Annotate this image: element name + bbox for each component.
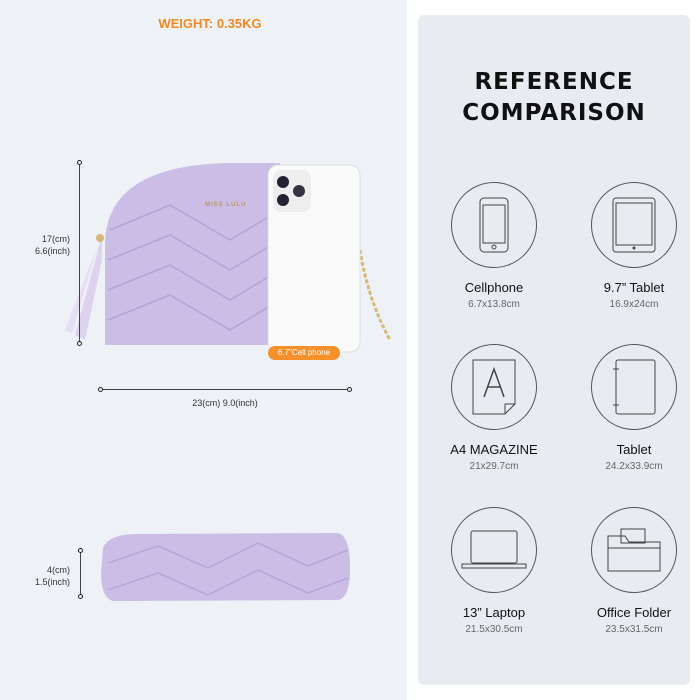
panel-title: REFERENCE COMPARISON bbox=[418, 67, 690, 129]
measure-dot bbox=[77, 160, 82, 165]
width-label: 23(cm) 9.0(inch) bbox=[192, 398, 258, 408]
magazine-icon bbox=[451, 344, 537, 430]
laptop-icon bbox=[451, 507, 537, 593]
product-dimensions-area: WEIGHT: 0.35KG MISS LULU 6.7"Cell phone … bbox=[0, 0, 407, 700]
item-size: 21.5x30.5cm bbox=[465, 624, 523, 635]
item-label: Office Folder bbox=[596, 605, 672, 620]
depth-label: 4(cm) 1.5(inch) bbox=[10, 564, 70, 588]
measure-dot bbox=[77, 341, 82, 346]
reference-item: Office Folder 23.5x31.5cm bbox=[566, 507, 700, 635]
item-label: Tablet bbox=[616, 442, 652, 457]
brand-logo: MISS LULU bbox=[205, 202, 247, 208]
folder-icon bbox=[591, 507, 677, 593]
item-size: 23.5x31.5cm bbox=[605, 624, 663, 635]
height-measure-line bbox=[79, 163, 80, 343]
item-label: 9.7” Tablet bbox=[603, 280, 665, 295]
reference-item: 9.7” Tablet 16.9x24cm bbox=[566, 182, 700, 310]
width-measure-line bbox=[101, 389, 350, 390]
bag-side-image bbox=[101, 533, 350, 601]
measure-dot bbox=[347, 387, 352, 392]
item-label: A4 MAGAZINE bbox=[450, 442, 538, 457]
phone-tag: 6.7"Cell phone bbox=[268, 346, 340, 360]
item-label: 13” Laptop bbox=[462, 605, 526, 620]
height-inch: 6.6(inch) bbox=[34, 246, 70, 256]
reference-comparison-panel: REFERENCE COMPARISON Cellphone 6.7x13.8cm… bbox=[418, 15, 690, 685]
title-line-1: REFERENCE bbox=[474, 69, 634, 95]
cellphone-icon bbox=[451, 182, 537, 268]
reference-item: Tablet 24.2x33.9cm bbox=[566, 344, 700, 472]
height-cm: 17(cm) bbox=[41, 234, 70, 244]
height-label: 17(cm) 6.6(inch) bbox=[10, 233, 70, 257]
notepad-icon bbox=[591, 344, 677, 430]
measure-dot bbox=[98, 387, 103, 392]
measure-dot bbox=[78, 594, 83, 599]
title-line-2: COMPARISON bbox=[462, 100, 646, 126]
item-size: 16.9x24cm bbox=[609, 299, 659, 310]
reference-item: 13” Laptop 21.5x30.5cm bbox=[426, 507, 562, 635]
bag-front-image bbox=[65, 163, 392, 353]
reference-item: Cellphone 6.7x13.8cm bbox=[426, 182, 562, 310]
item-size: 6.7x13.8cm bbox=[468, 299, 520, 310]
item-size: 21x29.7cm bbox=[469, 461, 519, 472]
weight-label: WEIGHT: 0.35KG bbox=[158, 16, 262, 31]
item-label: Cellphone bbox=[464, 280, 524, 295]
depth-inch: 1.5(inch) bbox=[34, 577, 70, 587]
depth-cm: 4(cm) bbox=[47, 565, 70, 575]
item-size: 24.2x33.9cm bbox=[605, 461, 663, 472]
depth-measure-line bbox=[80, 551, 81, 596]
measure-dot bbox=[78, 548, 83, 553]
tablet-icon bbox=[591, 182, 677, 268]
reference-item: A4 MAGAZINE 21x29.7cm bbox=[426, 344, 562, 472]
